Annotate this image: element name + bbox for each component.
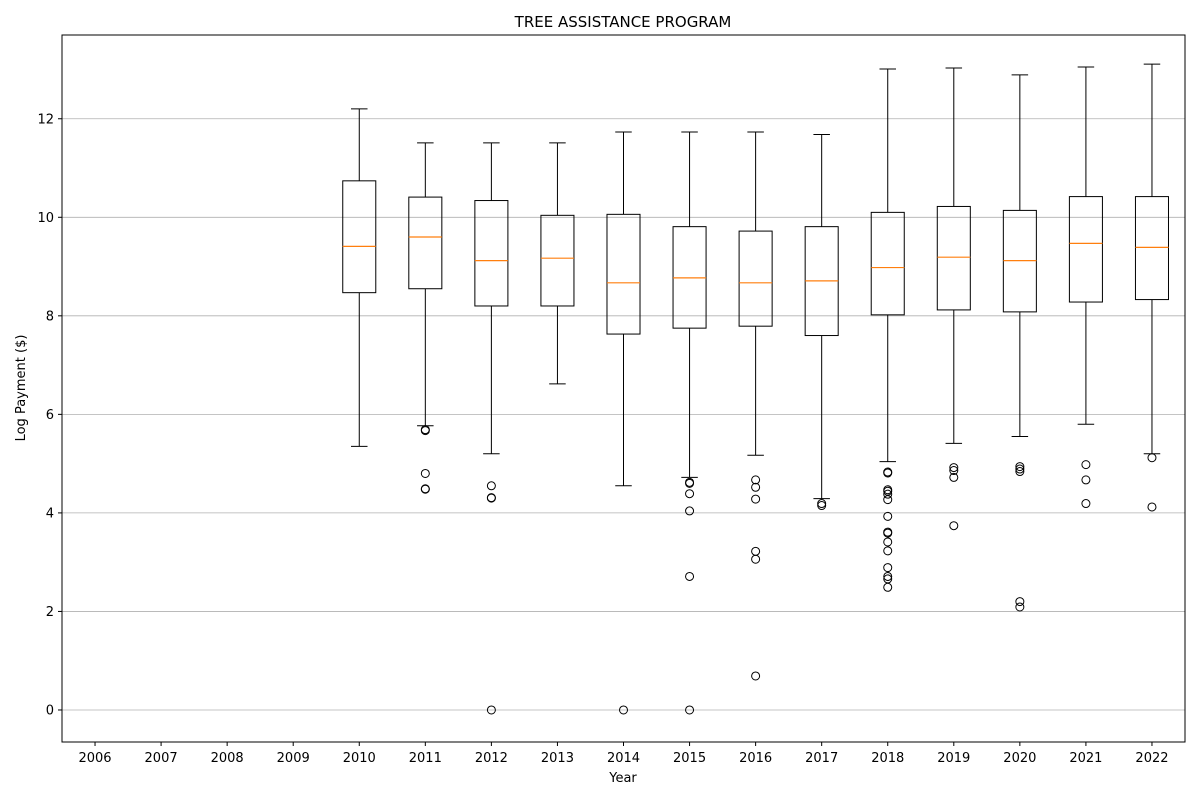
box-2010	[342, 108, 377, 447]
flier-point	[883, 468, 893, 478]
x-tick-label: 2020	[1003, 751, 1036, 766]
flier-point	[883, 495, 893, 505]
flier-point	[685, 506, 695, 516]
box-iqr	[870, 211, 905, 316]
boxes	[342, 63, 1169, 715]
y-tick-label: 12	[37, 112, 54, 127]
box-2017	[804, 134, 839, 511]
flier-point	[420, 426, 430, 436]
flier-point	[486, 705, 496, 715]
flier-point	[883, 511, 893, 521]
flier-point	[751, 482, 761, 492]
x-tick-label: 2009	[277, 751, 310, 766]
flier-point	[685, 489, 695, 499]
box-iqr	[1068, 196, 1103, 303]
y-tick-label: 10	[37, 211, 54, 226]
flier-point	[883, 528, 893, 538]
box-2022	[1134, 63, 1169, 512]
y-axis-label: Log Payment ($)	[14, 335, 29, 442]
x-tick-label: 2021	[1069, 751, 1102, 766]
flier-point	[420, 484, 430, 494]
chart-title: TREE ASSISTANCE PROGRAM	[514, 13, 732, 31]
x-tick-label: 2010	[343, 751, 376, 766]
x-tick-label: 2016	[739, 751, 772, 766]
x-tick-label: 2013	[541, 751, 574, 766]
flier-point	[1015, 462, 1025, 472]
grid-lines	[62, 118, 1185, 711]
x-tick-label: 2006	[78, 751, 111, 766]
flier-point	[685, 571, 695, 581]
flier-point	[420, 468, 430, 478]
box-2021	[1068, 66, 1103, 509]
flier-point	[883, 546, 893, 556]
box-iqr	[474, 200, 509, 307]
box-iqr	[342, 180, 377, 294]
box-2016	[738, 131, 773, 681]
box-2011	[408, 142, 443, 494]
box-2015	[672, 131, 707, 715]
box-iqr	[936, 205, 971, 311]
y-tick-label: 2	[46, 605, 54, 620]
flier-point	[751, 475, 761, 485]
flier-point	[1147, 502, 1157, 512]
flier-point	[817, 501, 827, 511]
box-iqr	[738, 230, 773, 327]
box-iqr	[606, 213, 641, 335]
flier-point	[949, 466, 959, 476]
flier-point	[949, 521, 959, 531]
box-iqr	[408, 196, 443, 290]
flier-point	[751, 554, 761, 564]
axis-ticks: 0 2 4 6 8 10 12 2006 2007 2008 2009 2010 2011 2012 201…	[37, 112, 1168, 766]
flier-point	[1015, 464, 1025, 474]
box-2014	[606, 131, 641, 715]
x-tick-label: 2014	[607, 751, 640, 766]
x-tick-label: 2015	[673, 751, 706, 766]
flier-point	[751, 671, 761, 681]
box-2019	[936, 67, 971, 531]
flier-point	[817, 499, 827, 509]
flier-point	[883, 571, 893, 581]
flier-point	[751, 494, 761, 504]
flier-point	[1081, 499, 1091, 509]
box-iqr	[1134, 196, 1169, 301]
box-iqr	[540, 214, 575, 307]
box-2018	[870, 68, 905, 592]
x-tick-label: 2011	[409, 751, 442, 766]
flier-point	[949, 472, 959, 482]
flier-point	[486, 493, 496, 503]
flier-point	[1015, 467, 1025, 477]
y-tick-label: 4	[46, 506, 54, 521]
flier-point	[685, 478, 695, 488]
box-2012	[474, 142, 509, 715]
flier-point	[486, 481, 496, 491]
flier-point	[1147, 453, 1157, 463]
x-tick-label: 2012	[475, 751, 508, 766]
x-axis-label: Year	[608, 771, 637, 786]
flier-point	[949, 463, 959, 473]
y-tick-label: 6	[46, 408, 54, 423]
y-tick-label: 8	[46, 309, 54, 324]
x-tick-label: 2022	[1135, 751, 1168, 766]
flier-point	[1081, 475, 1091, 485]
flier-point	[883, 582, 893, 592]
flier-point	[1015, 597, 1025, 607]
x-tick-label: 2007	[145, 751, 178, 766]
flier-point	[883, 563, 893, 573]
flier-point	[1015, 602, 1025, 612]
x-tick-label: 2018	[871, 751, 904, 766]
y-tick-label: 0	[46, 703, 54, 718]
x-tick-label: 2017	[805, 751, 838, 766]
flier-point	[751, 546, 761, 556]
x-tick-label: 2019	[937, 751, 970, 766]
x-tick-label: 2008	[211, 751, 244, 766]
flier-point	[619, 705, 628, 715]
flier-point	[1081, 460, 1091, 470]
box-2013	[540, 142, 575, 385]
flier-point	[883, 489, 893, 499]
flier-point	[883, 537, 893, 547]
flier-point	[685, 705, 695, 715]
box-2020	[1002, 74, 1037, 612]
